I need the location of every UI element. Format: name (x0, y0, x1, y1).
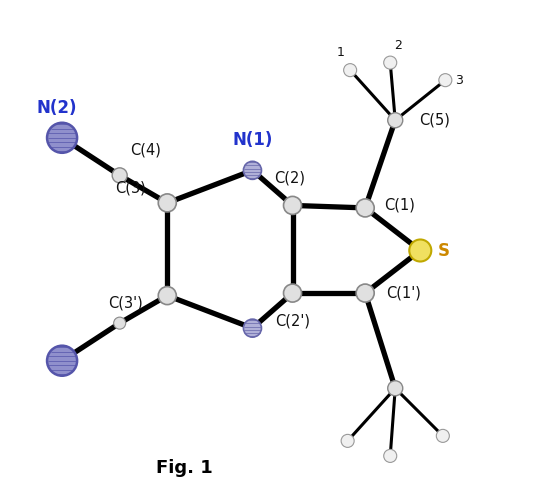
Circle shape (47, 123, 77, 153)
Text: C(2'): C(2') (275, 313, 310, 328)
Text: C(3'): C(3') (108, 296, 143, 311)
Text: C(1'): C(1') (386, 286, 421, 301)
Text: 1: 1 (336, 46, 344, 59)
Circle shape (47, 346, 77, 376)
Text: C(4): C(4) (130, 143, 161, 158)
Circle shape (112, 168, 127, 183)
Circle shape (356, 284, 374, 302)
Circle shape (158, 287, 177, 305)
Circle shape (409, 239, 431, 262)
Circle shape (114, 317, 126, 329)
Text: C(5): C(5) (419, 113, 450, 128)
Text: 2: 2 (394, 39, 402, 52)
Circle shape (244, 161, 261, 179)
Circle shape (384, 449, 397, 462)
Circle shape (388, 113, 403, 128)
Circle shape (283, 196, 301, 214)
Text: N(1): N(1) (232, 131, 273, 149)
Circle shape (158, 194, 177, 212)
Circle shape (283, 284, 301, 302)
Text: S: S (438, 241, 450, 260)
Circle shape (341, 434, 354, 447)
Text: C(3): C(3) (116, 180, 146, 195)
Circle shape (244, 319, 261, 337)
Circle shape (344, 64, 356, 77)
Circle shape (356, 199, 374, 217)
Text: 3: 3 (455, 74, 463, 87)
Circle shape (439, 74, 452, 87)
Circle shape (384, 56, 397, 69)
Text: C(2): C(2) (274, 170, 306, 185)
Text: Fig. 1: Fig. 1 (156, 459, 213, 477)
Circle shape (388, 381, 403, 396)
Circle shape (436, 429, 449, 442)
Text: N(2): N(2) (37, 99, 78, 117)
Text: C(1): C(1) (384, 198, 415, 213)
